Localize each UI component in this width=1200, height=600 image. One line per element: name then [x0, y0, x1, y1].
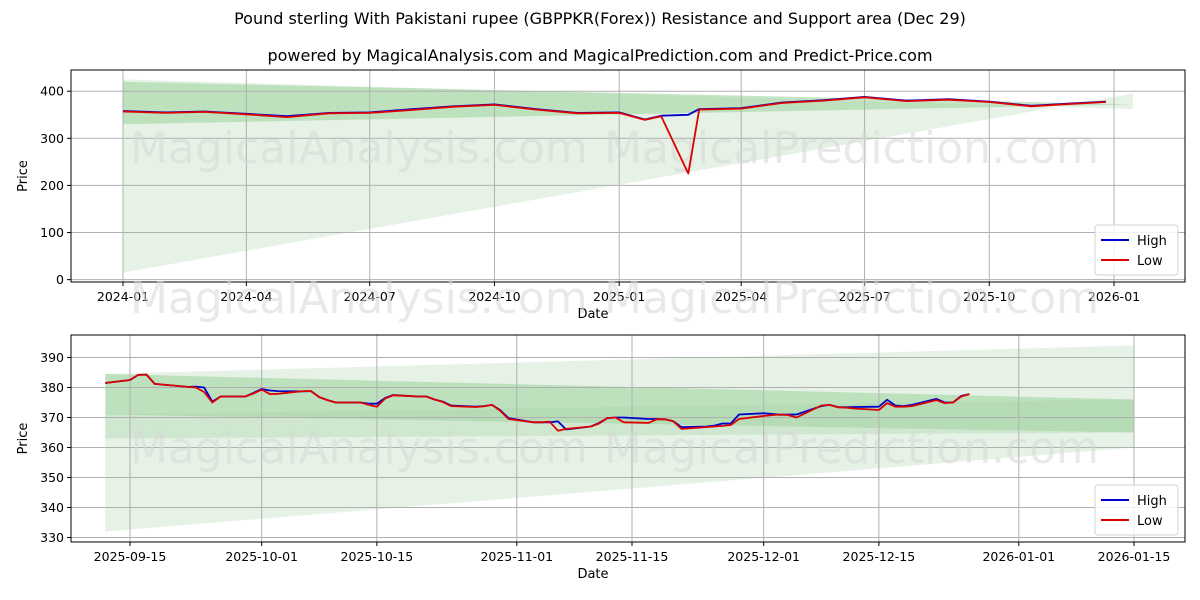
y-tick-label: 0 — [56, 272, 64, 287]
x-tick-label: 2026-01-15 — [1098, 549, 1171, 564]
x-tick-label: 2025-11-15 — [596, 549, 669, 564]
x-axis-label: Date — [577, 307, 608, 322]
chart-title: Pound sterling With Pakistani rupee (GBP… — [234, 9, 966, 28]
band-wide-support-zone — [123, 79, 1133, 273]
x-tick-label: 2025-10-01 — [225, 549, 298, 564]
y-axis-label: Price — [16, 160, 31, 192]
y-tick-label: 390 — [40, 350, 64, 365]
y-tick-label: 370 — [40, 410, 64, 425]
y-tick-label: 360 — [40, 440, 64, 455]
x-tick-label: 2025-11-01 — [480, 549, 553, 564]
legend-label-low: Low — [1137, 254, 1163, 269]
legend: High Low — [1094, 224, 1179, 276]
x-tick-label: 2025-10 — [963, 289, 1015, 304]
watermark: MagicalPrediction.com — [604, 123, 1099, 174]
y-tick-label: 400 — [40, 84, 64, 99]
axes-frame — [70, 69, 1186, 283]
y-tick-label: 350 — [40, 470, 64, 485]
chart-subtitle: powered by MagicalAnalysis.com and Magic… — [267, 46, 933, 65]
x-tick-label: 2025-12-01 — [727, 549, 800, 564]
watermark: MagicalPrediction.com — [604, 273, 1099, 324]
watermark: MagicalAnalysis.com — [130, 273, 588, 324]
legend-label-low: Low — [1137, 514, 1163, 529]
x-tick-label: 2025-01 — [593, 289, 645, 304]
watermark: MagicalAnalysis.com — [130, 123, 588, 174]
watermark: MagicalAnalysis.com — [130, 423, 588, 474]
legend-label-high: High — [1137, 494, 1167, 509]
x-tick-label: 2025-09-15 — [94, 549, 167, 564]
legend: High Low — [1094, 484, 1179, 536]
bottom-chart: MagicalAnalysis.com MagicalPrediction.com… — [16, 334, 1186, 582]
band-resistance-zone — [123, 81, 1133, 125]
x-tick-label: 2024-10 — [468, 289, 520, 304]
legend-label-high: High — [1137, 234, 1167, 249]
y-axis-label: Price — [16, 423, 31, 455]
x-tick-label: 2025-07 — [838, 289, 890, 304]
x-tick-label: 2024-04 — [220, 289, 272, 304]
y-tick-label: 340 — [40, 500, 64, 515]
y-tick-label: 330 — [40, 530, 64, 545]
y-tick-label: 100 — [40, 225, 64, 240]
axes-frame — [70, 334, 1186, 543]
series-low — [105, 373, 970, 432]
x-tick-label: 2025-10-15 — [341, 549, 414, 564]
x-tick-label: 2024-01 — [97, 289, 149, 304]
y-tick-label: 380 — [40, 380, 64, 395]
x-axis-label: Date — [577, 567, 608, 582]
y-tick-label: 300 — [40, 131, 64, 146]
x-tick-label: 2024-07 — [344, 289, 396, 304]
series-low — [122, 96, 1106, 175]
y-tick-label: 200 — [40, 178, 64, 193]
x-tick-label: 2025-12-15 — [843, 549, 916, 564]
x-tick-label: 2026-01-01 — [982, 549, 1055, 564]
top-chart: MagicalAnalysis.com MagicalPrediction.com… — [16, 69, 1186, 324]
x-tick-label: 2025-04 — [715, 289, 767, 304]
x-tick-label: 2026-01 — [1088, 289, 1140, 304]
watermark: MagicalPrediction.com — [604, 423, 1099, 474]
